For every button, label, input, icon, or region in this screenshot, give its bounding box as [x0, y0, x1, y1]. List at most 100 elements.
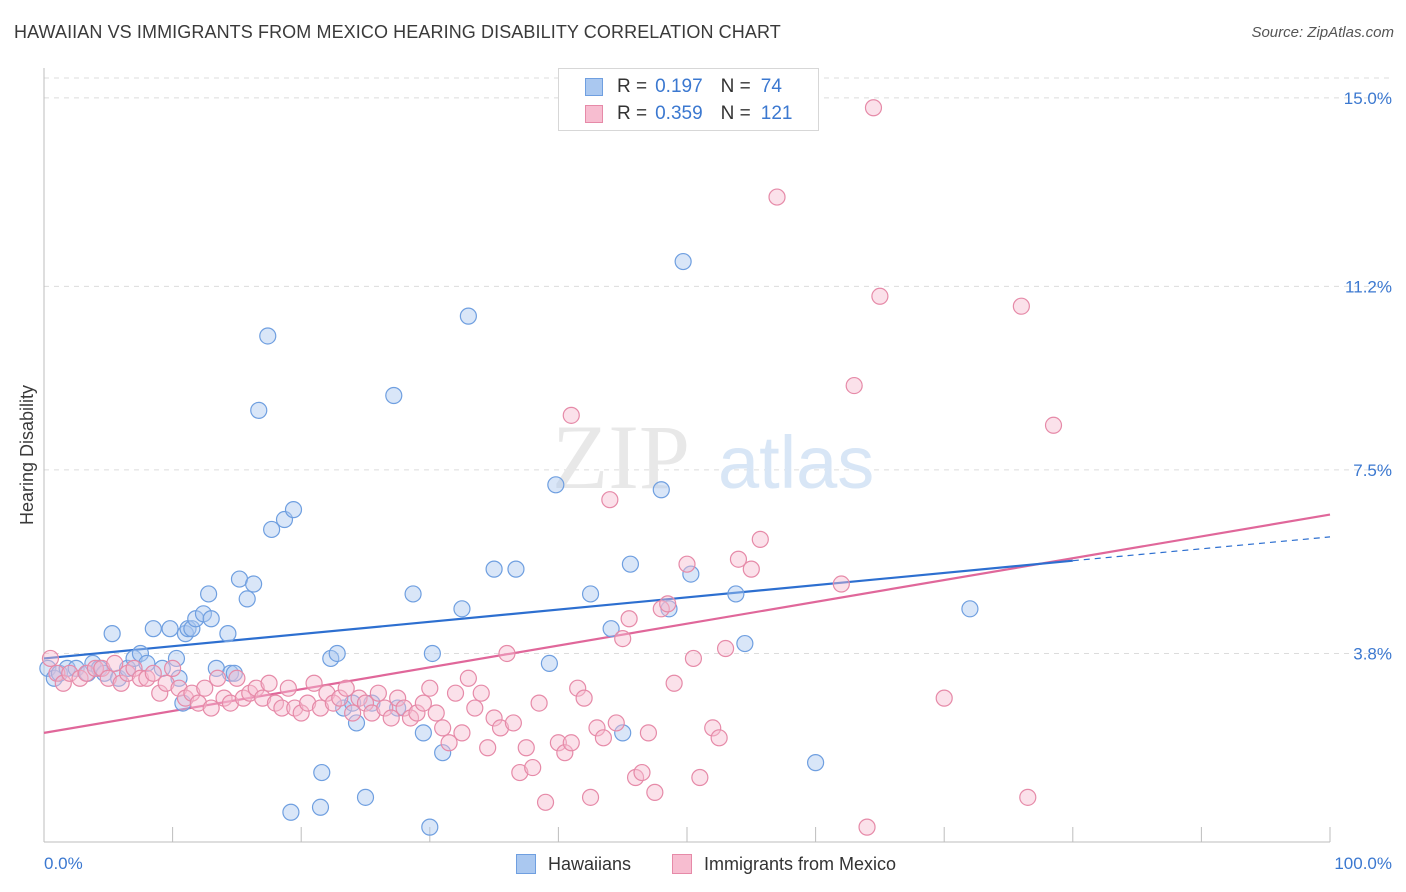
point-immigrants-53	[389, 689, 407, 707]
point-immigrants-60	[434, 719, 452, 737]
point-immigrants-62	[446, 684, 465, 702]
point-immigrants-90	[633, 763, 651, 782]
point-immigrants-84	[594, 729, 613, 747]
point-immigrants-83	[588, 719, 606, 737]
point-hawaiians-26	[200, 585, 218, 603]
point-immigrants-115	[562, 406, 580, 424]
point-immigrants-2	[54, 674, 72, 692]
point-immigrants-76	[536, 793, 555, 811]
point-hawaiians-39	[284, 501, 303, 519]
point-immigrants-65	[466, 699, 484, 717]
y-tick-label-3: 15.0%	[1344, 89, 1392, 108]
point-hawaiians-65	[614, 724, 632, 742]
point-hawaiians-40	[282, 803, 300, 821]
point-hawaiians-44	[328, 644, 346, 663]
legend-swatch-pink	[672, 854, 692, 874]
point-immigrants-3	[61, 664, 79, 682]
point-immigrants-56	[408, 704, 426, 722]
point-immigrants-82	[581, 788, 600, 806]
point-immigrants-21	[183, 684, 201, 702]
point-immigrants-114	[1044, 416, 1063, 434]
point-hawaiians-13	[131, 644, 150, 663]
point-immigrants-96	[678, 555, 696, 573]
point-immigrants-107	[845, 376, 863, 395]
point-immigrants-16	[151, 684, 169, 702]
point-hawaiians-52	[404, 585, 422, 603]
point-immigrants-72	[511, 763, 529, 782]
y-tick-label-2: 11.2%	[1345, 277, 1392, 296]
point-immigrants-79	[562, 734, 580, 752]
point-hawaiians-33	[238, 590, 256, 608]
point-immigrants-66	[472, 684, 490, 702]
point-immigrants-77	[549, 734, 568, 752]
point-immigrants-9	[106, 654, 124, 673]
point-immigrants-81	[575, 689, 593, 707]
point-hawaiians-61	[540, 654, 558, 673]
legend-r-value: 0.359	[655, 103, 703, 124]
point-hawaiians-64	[602, 620, 620, 638]
point-hawaiians-58	[459, 307, 477, 325]
point-immigrants-110	[871, 287, 889, 305]
point-immigrants-86	[607, 714, 625, 732]
point-immigrants-22	[189, 694, 207, 712]
point-hawaiians-42	[313, 763, 331, 782]
point-immigrants-36	[279, 679, 297, 697]
point-immigrants-98	[691, 768, 709, 787]
point-immigrants-50	[369, 684, 387, 702]
point-immigrants-27	[221, 694, 240, 712]
point-immigrants-8	[99, 669, 117, 687]
legend-n-label: N =	[720, 103, 751, 124]
point-immigrants-15	[144, 664, 162, 682]
point-hawaiians-57	[453, 600, 471, 618]
point-hawaiians-27	[202, 610, 220, 628]
point-hawaiians-73	[806, 754, 825, 772]
point-immigrants-102	[729, 550, 748, 568]
point-immigrants-112	[1012, 297, 1030, 315]
point-immigrants-5	[77, 664, 96, 682]
point-immigrants-68	[485, 709, 503, 727]
point-hawaiians-36	[259, 327, 277, 345]
point-immigrants-51	[376, 699, 394, 717]
point-immigrants-91	[639, 724, 658, 742]
point-immigrants-71	[504, 714, 522, 732]
point-immigrants-1	[48, 664, 66, 682]
point-hawaiians-1	[45, 669, 63, 687]
point-immigrants-94	[659, 595, 677, 613]
point-hawaiians-50	[385, 386, 403, 405]
point-immigrants-100	[710, 729, 728, 747]
legend-n-label: N =	[720, 76, 751, 97]
y-axis-label: Hearing Disability	[17, 385, 37, 525]
point-immigrants-40	[305, 674, 323, 692]
series-immigrants-from-mexico	[41, 99, 1063, 836]
point-immigrants-113	[1019, 788, 1037, 806]
point-immigrants-32	[254, 689, 272, 707]
bottom-legend-immigrants: Immigrants from Mexico	[672, 851, 896, 877]
point-immigrants-64	[459, 669, 477, 687]
point-immigrants-54	[395, 699, 413, 717]
point-immigrants-104	[751, 530, 769, 548]
point-hawaiians-34	[245, 575, 263, 593]
point-hawaiians-17	[161, 620, 179, 638]
point-immigrants-63	[453, 724, 471, 742]
stats-legend: R = 0.197 N = 74 R = 0.359 N = 121	[558, 68, 819, 131]
trend-line-hawaiians	[43, 559, 1073, 660]
point-immigrants-108	[858, 818, 876, 836]
legend-n-value: 74	[760, 76, 782, 97]
point-hawaiians-70	[682, 565, 700, 583]
point-immigrants-101	[716, 639, 735, 658]
point-immigrants-92	[646, 783, 664, 801]
point-hawaiians-14	[138, 654, 156, 673]
bottom-legend-hawaiians: Hawaiians	[516, 851, 631, 877]
axes	[43, 68, 1331, 843]
point-hawaiians-69	[674, 252, 692, 271]
point-hawaiians-37	[263, 520, 281, 539]
point-immigrants-42	[318, 684, 336, 702]
chart-title: HAWAIIAN VS IMMIGRANTS FROM MEXICO HEARI…	[14, 22, 781, 42]
point-immigrants-41	[311, 699, 330, 717]
point-immigrants-80	[569, 679, 587, 697]
point-immigrants-109	[864, 99, 883, 117]
point-hawaiians-66	[621, 555, 640, 573]
point-hawaiians-11	[118, 659, 137, 677]
point-immigrants-59	[427, 704, 445, 722]
y-tick-labels: 3.8% 7.5% 11.2% 15.0%	[1344, 89, 1392, 664]
